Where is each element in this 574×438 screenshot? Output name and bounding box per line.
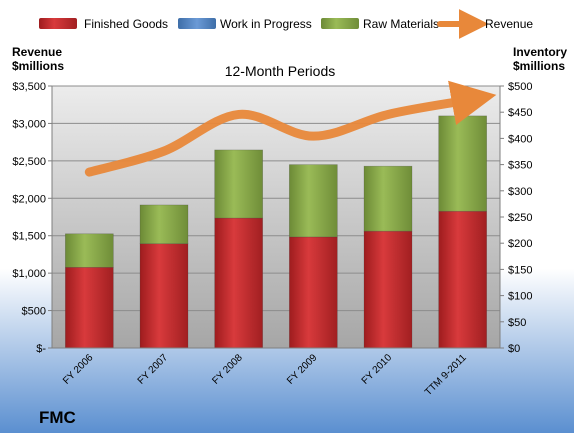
left-axis-title-line1: Revenue [12,45,62,59]
legend-label-work-in-progress: Work in Progress [220,17,312,31]
legend-swatch-raw-materials [321,18,359,29]
bar-finished-goods [214,217,263,349]
left-axis-title-line2: $millions [12,59,64,73]
revenue-point [88,171,90,173]
chart-title: 12-Month Periods [225,63,336,79]
plot-area [52,86,500,348]
bar-raw-materials [363,165,413,232]
legend-label-finished-goods: Finished Goods [84,17,168,31]
legend-label-raw-materials: Raw Materials [363,17,439,31]
legend-swatch-finished-goods [39,18,77,29]
left-tick-label: $3,500 [12,81,46,93]
bar-finished-goods [139,243,189,349]
right-tick-label: $150 [508,264,532,276]
right-axis-title-line2: $millions [513,59,565,73]
left-tick-label: $2,000 [12,193,46,205]
legend-label-revenue: Revenue [485,17,533,31]
right-tick-label: $200 [508,238,532,250]
right-axis-title-line1: Inventory [513,45,567,59]
left-tick-label: $2,500 [12,156,46,168]
revenue-point [387,113,389,115]
right-tick-label: $450 [508,107,532,119]
legend-swatch-work-in-progress [178,18,216,29]
revenue-point [312,135,314,137]
legend: Finished Goods Work in Progress Raw Mate… [39,9,533,39]
bar-finished-goods [289,236,338,349]
revenue-point [163,150,165,152]
right-tick-label: $100 [508,291,532,303]
left-tick-label: $1,000 [12,268,46,280]
legend-item-revenue: Revenue [437,9,533,39]
bar-finished-goods [363,230,413,349]
bar-raw-materials [438,115,487,212]
company-name: FMC [39,408,76,427]
legend-item-raw-materials: Raw Materials [321,17,439,31]
right-tick-label: $50 [508,317,526,329]
bars [65,115,487,349]
right-tick-label: $350 [508,160,532,172]
right-tick-label: $250 [508,212,532,224]
legend-item-work-in-progress: Work in Progress [178,17,312,31]
bar-raw-materials [139,204,189,245]
bar-finished-goods [65,267,114,349]
right-tick-label: $500 [508,81,532,93]
revenue-line-layer [84,80,497,177]
bar-raw-materials [214,149,263,219]
legend-item-finished-goods: Finished Goods [39,17,168,31]
left-tick-label: $500 [22,306,46,318]
right-tick-label: $0 [508,343,520,355]
left-tick-label: $1,500 [12,231,46,243]
bar-raw-materials [65,233,114,268]
right-tick-label: $300 [508,186,532,198]
right-tick-label: $400 [508,133,532,145]
revenue-point [462,100,464,102]
left-tick-label: $- [36,343,46,355]
bar-raw-materials [289,164,338,238]
left-tick-label: $3,000 [12,118,46,130]
revenue-point [238,113,240,115]
revenue-line [84,80,497,177]
bar-finished-goods [438,210,487,349]
